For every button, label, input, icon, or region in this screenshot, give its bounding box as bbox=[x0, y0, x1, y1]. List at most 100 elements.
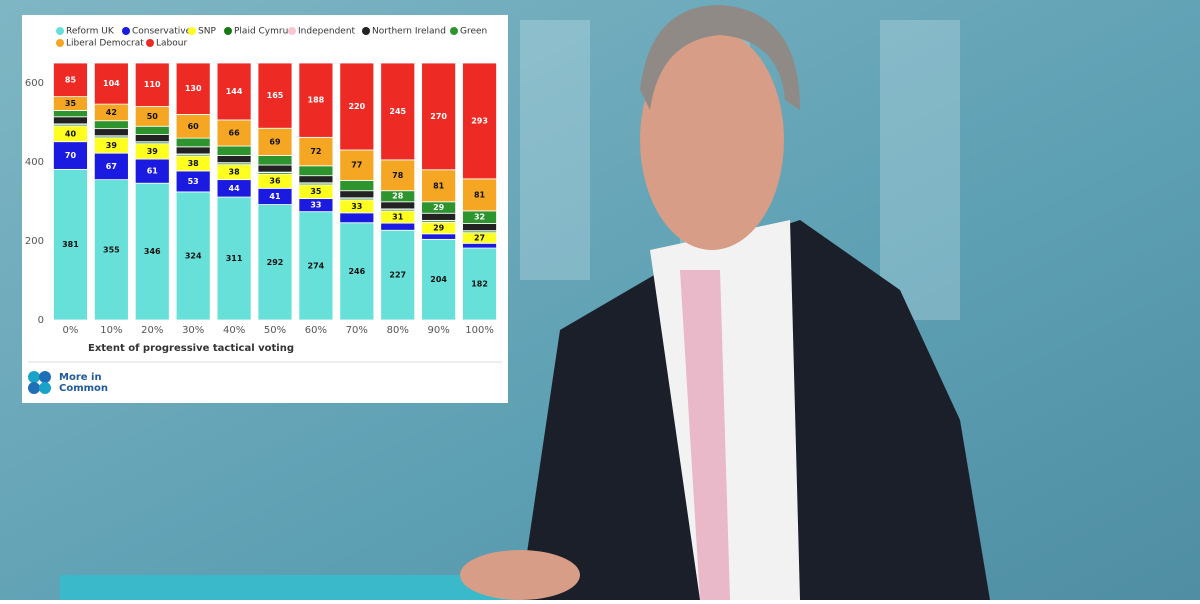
x-tick-label: 0% bbox=[63, 325, 79, 336]
data-label: 81 bbox=[474, 190, 486, 199]
data-label: 292 bbox=[267, 258, 284, 267]
x-tick-label: 20% bbox=[141, 325, 163, 336]
x-axis-label: Extent of progressive tactical voting bbox=[88, 343, 294, 354]
data-label: 36 bbox=[269, 177, 281, 186]
legend-marker bbox=[188, 27, 196, 35]
data-label: 246 bbox=[348, 267, 365, 276]
x-tick-label: 30% bbox=[182, 325, 204, 336]
data-label: 42 bbox=[106, 108, 117, 117]
data-label: 66 bbox=[229, 128, 241, 137]
data-label: 104 bbox=[103, 79, 120, 88]
x-tick-label: 100% bbox=[465, 325, 494, 336]
bar-segment bbox=[463, 224, 497, 231]
data-label: 182 bbox=[471, 280, 488, 289]
bar-segment bbox=[463, 243, 497, 248]
legend-marker bbox=[450, 27, 458, 35]
data-label: 81 bbox=[433, 181, 445, 190]
bar-segment bbox=[381, 202, 415, 209]
bar-segment bbox=[422, 213, 456, 220]
x-tick-label: 60% bbox=[305, 325, 327, 336]
data-label: 85 bbox=[65, 75, 77, 84]
y-tick-label: 600 bbox=[25, 78, 44, 89]
data-label: 130 bbox=[185, 84, 202, 93]
data-label: 293 bbox=[471, 116, 488, 125]
bar-segment bbox=[422, 234, 456, 240]
bar-segment bbox=[299, 176, 333, 183]
legend-marker bbox=[224, 27, 232, 35]
data-label: 40 bbox=[65, 129, 77, 138]
data-label: 67 bbox=[106, 162, 117, 171]
data-label: 77 bbox=[351, 161, 362, 170]
data-label: 274 bbox=[308, 261, 325, 270]
data-label: 50 bbox=[147, 112, 159, 121]
x-tick-label: 70% bbox=[346, 325, 368, 336]
y-tick-label: 400 bbox=[25, 157, 44, 168]
data-label: 245 bbox=[389, 107, 406, 116]
legend-label: Liberal Democrat bbox=[66, 39, 144, 49]
data-label: 35 bbox=[310, 187, 322, 196]
data-label: 41 bbox=[269, 192, 281, 201]
data-label: 44 bbox=[229, 184, 241, 193]
data-label: 53 bbox=[188, 177, 199, 186]
bar-segment bbox=[94, 129, 128, 136]
bar-segment bbox=[340, 180, 374, 190]
data-label: 27 bbox=[474, 233, 485, 242]
data-label: 33 bbox=[351, 202, 362, 211]
bar-segment bbox=[258, 165, 292, 172]
bar-segment bbox=[94, 121, 128, 129]
legend-label: Northern Ireland bbox=[372, 27, 446, 37]
legend-marker bbox=[56, 39, 64, 47]
logo-text: More in bbox=[59, 372, 102, 383]
data-label: 227 bbox=[389, 271, 406, 280]
data-label: 39 bbox=[106, 141, 118, 150]
data-label: 31 bbox=[392, 213, 404, 222]
data-label: 188 bbox=[308, 96, 325, 105]
legend-label: Conservative bbox=[132, 27, 192, 37]
data-label: 35 bbox=[65, 99, 77, 108]
data-label: 70 bbox=[65, 151, 77, 160]
data-label: 72 bbox=[310, 147, 321, 156]
legend-marker bbox=[122, 27, 130, 35]
data-label: 204 bbox=[430, 275, 447, 284]
bar-segment bbox=[340, 191, 374, 198]
data-label: 270 bbox=[430, 112, 447, 121]
bar-segment bbox=[135, 126, 169, 134]
x-tick-label: 40% bbox=[223, 325, 245, 336]
data-label: 32 bbox=[474, 213, 485, 222]
data-label: 60 bbox=[188, 122, 200, 131]
bar-segment bbox=[135, 135, 169, 142]
legend-label: Plaid Cymru bbox=[234, 27, 288, 37]
data-label: 38 bbox=[229, 168, 241, 177]
bar-segment bbox=[53, 110, 87, 116]
data-label: 324 bbox=[185, 251, 202, 260]
data-label: 220 bbox=[348, 102, 365, 111]
y-tick-label: 200 bbox=[25, 236, 44, 247]
x-tick-label: 90% bbox=[428, 325, 450, 336]
bar-segment bbox=[258, 156, 292, 165]
x-tick-label: 50% bbox=[264, 325, 286, 336]
bar-segment bbox=[53, 117, 87, 124]
data-label: 144 bbox=[226, 87, 243, 96]
bar-segment bbox=[299, 166, 333, 176]
x-tick-label: 80% bbox=[387, 325, 409, 336]
logo-text: Common bbox=[59, 383, 108, 394]
bar-segment bbox=[340, 213, 374, 223]
legend-marker bbox=[56, 27, 64, 35]
bar-segment bbox=[217, 146, 251, 155]
data-label: 165 bbox=[267, 91, 284, 100]
legend-marker bbox=[146, 39, 154, 47]
data-label: 33 bbox=[310, 201, 321, 210]
legend-label: Labour bbox=[156, 39, 187, 49]
data-label: 381 bbox=[62, 240, 79, 249]
data-label: 78 bbox=[392, 171, 404, 180]
data-label: 69 bbox=[269, 137, 281, 146]
data-label: 29 bbox=[433, 203, 445, 212]
data-label: 38 bbox=[188, 159, 200, 168]
bar-segment bbox=[381, 223, 415, 230]
data-label: 61 bbox=[147, 167, 159, 176]
bar-segment bbox=[217, 156, 251, 163]
bar-segment bbox=[176, 138, 210, 147]
data-label: 110 bbox=[144, 80, 161, 89]
bar-segment bbox=[176, 147, 210, 154]
